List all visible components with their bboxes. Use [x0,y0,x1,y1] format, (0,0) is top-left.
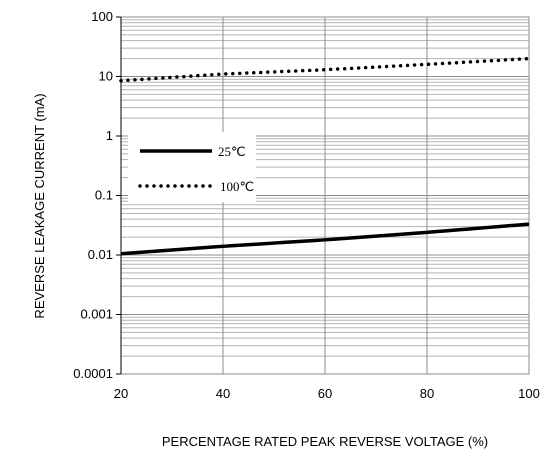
series-line-25c [120,222,530,256]
legend-label-25c: 25℃ [218,144,246,159]
x-tick-label: 100 [518,386,540,401]
x-tick-label: 20 [114,386,128,401]
y-tick-label: 0.01 [88,247,113,262]
tick-labels: 0.0001 0.001 0.01 0.1 1 10 100 20 40 60 80 100 [73,9,540,401]
x-axis-title: PERCENTAGE RATED PEAK REVERSE VOLTAGE (%… [162,434,488,449]
legend: 25℃ 100℃ [128,132,256,202]
grid [120,16,530,375]
y-axis-title: REVERSE LEAKAGE CURRENT (mA) [32,93,47,318]
y-tick-label: 1 [106,128,113,143]
legend-label-100c: 100℃ [220,179,254,194]
y-tick-label: 0.1 [95,188,113,203]
y-tick-label: 0.0001 [73,366,113,381]
y-tick-label: 0.001 [80,307,113,322]
legend-box [128,132,256,202]
x-tick-label: 40 [216,386,230,401]
x-tick-label: 80 [420,386,434,401]
y-tick-label: 100 [91,9,113,24]
series-lines [119,56,531,256]
y-tick-label: 10 [99,69,113,84]
axes [116,16,530,375]
x-tick-label: 60 [318,386,332,401]
series-line-100c [119,56,531,83]
